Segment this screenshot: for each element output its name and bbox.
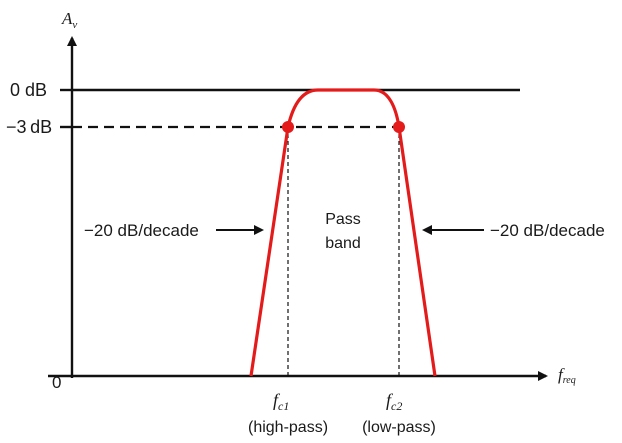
passband-label-line2: band <box>325 235 361 252</box>
rolloff-left-label: −20 dB/decade <box>84 221 199 240</box>
fc2-marker <box>393 121 405 133</box>
x-axis-label-sub: req <box>563 375 576 386</box>
y-axis-label-main: A <box>61 9 73 28</box>
x-axis-label-main: f <box>558 365 565 384</box>
y-axis-label-sub: v <box>72 19 77 31</box>
fc1-label: fc1 <box>273 390 289 413</box>
zero-db-label: 0 dB <box>10 80 47 100</box>
fc1-label-main: f <box>273 390 281 410</box>
y-axis-label: Av <box>61 9 77 31</box>
origin-label: 0 <box>52 373 61 392</box>
fc1-label-sub: c1 <box>278 399 289 413</box>
minus3db-label: −3 dB <box>6 117 52 137</box>
fc1-note: (high-pass) <box>248 419 328 436</box>
fc2-label: fc2 <box>386 390 402 413</box>
response-curve <box>249 88 437 377</box>
x-axis-label: freq <box>558 365 576 386</box>
fc1-marker <box>282 121 294 133</box>
fc2-label-main: f <box>386 390 394 410</box>
passband-label-line1: Pass <box>325 211 361 228</box>
rolloff-right-label: −20 dB/decade <box>490 221 605 240</box>
fc2-note: (low-pass) <box>362 419 436 436</box>
fc2-label-sub: c2 <box>391 399 402 413</box>
